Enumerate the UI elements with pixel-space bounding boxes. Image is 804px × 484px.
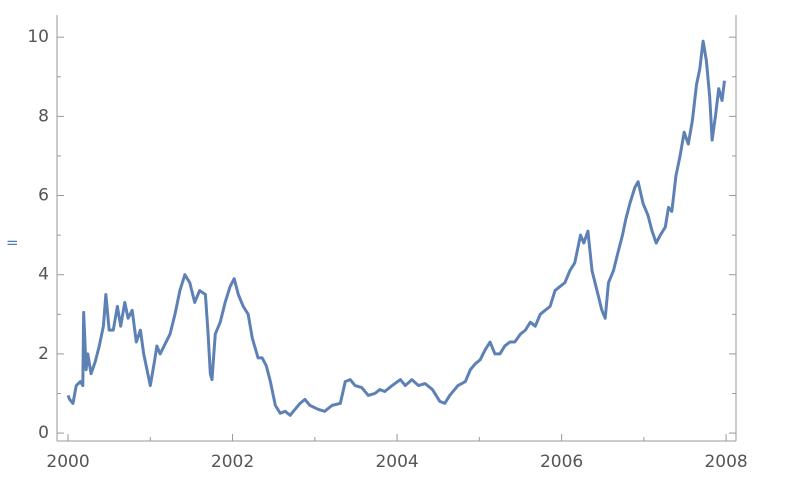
- prompt-label: =: [6, 234, 19, 252]
- x-tick-label: 2006: [540, 452, 583, 472]
- y-tick-label: 8: [38, 106, 49, 126]
- y-tick-label: 4: [38, 265, 49, 285]
- x-tick-label: 2008: [704, 452, 747, 472]
- y-tick-label: 6: [38, 186, 49, 206]
- x-tick-label: 2002: [211, 452, 254, 472]
- data-line: [66, 39, 726, 417]
- y-tick-label: 10: [27, 27, 49, 47]
- x-tick-label: 2004: [375, 452, 418, 472]
- x-tick-label: 2000: [46, 452, 89, 472]
- y-tick-label: 0: [38, 423, 49, 443]
- y-tick-label: 2: [38, 344, 49, 364]
